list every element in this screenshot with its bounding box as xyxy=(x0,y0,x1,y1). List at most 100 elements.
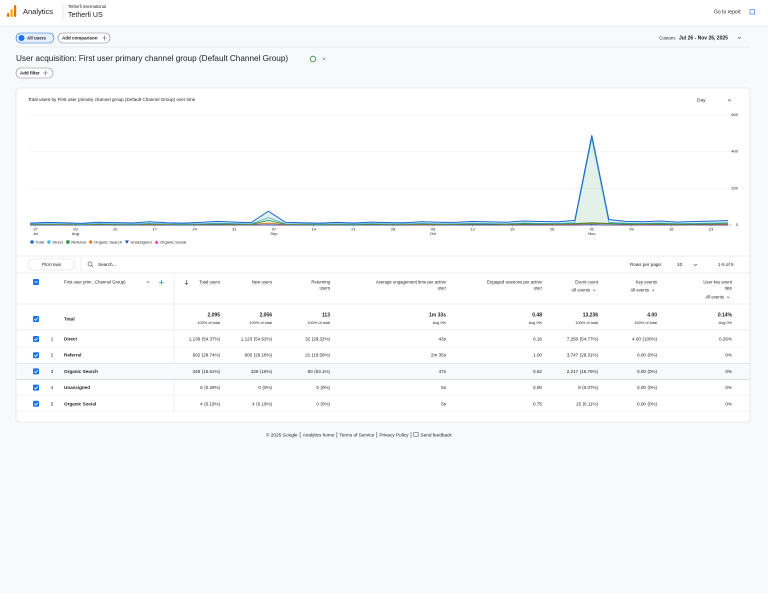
cell-share: (28.31%) xyxy=(580,353,599,358)
column-header[interactable]: User key event xyxy=(703,279,732,284)
cell-value: 2,217 xyxy=(567,369,579,374)
search-input[interactable]: Search... xyxy=(98,262,116,267)
column-header[interactable]: New users xyxy=(252,279,272,284)
checkbox-mark xyxy=(34,337,39,342)
caret xyxy=(727,99,732,102)
row-name[interactable]: Direct xyxy=(64,337,77,342)
footer-link[interactable]: Terms of Service xyxy=(339,433,374,438)
checkbox[interactable] xyxy=(33,368,39,375)
cell-share: (16%) xyxy=(260,369,273,374)
x-tick-label: 07 xyxy=(272,227,277,232)
cell-share: (100%) xyxy=(642,336,657,341)
cell-share: (54.37%) xyxy=(202,336,221,341)
column-header[interactable]: rate xyxy=(725,285,733,290)
event-filter[interactable]: All events xyxy=(571,287,590,292)
cell-value: 0.62 xyxy=(533,369,542,374)
footer-link[interactable]: Analytics home xyxy=(303,433,335,438)
cell-value: 0% xyxy=(725,385,732,390)
event-filter[interactable]: All events xyxy=(705,294,724,299)
total-share: 100% of total xyxy=(249,320,272,325)
cell-value: 600 xyxy=(245,353,253,358)
total-share: 100% of total xyxy=(575,320,598,325)
cell-share: (16.61%) xyxy=(202,369,221,374)
date-range[interactable]: Jul 26 - Nov 26, 2025 xyxy=(679,36,728,42)
checkbox[interactable] xyxy=(33,400,39,407)
row-index: 1 xyxy=(51,337,54,342)
cell-share: (16.75%) xyxy=(580,369,599,374)
total-value: 113 xyxy=(322,313,330,319)
cell-value: 0.00 xyxy=(637,353,646,358)
checkbox[interactable] xyxy=(33,352,39,359)
total-value: 0.14% xyxy=(718,313,733,319)
go-to-report[interactable]: Go to report xyxy=(714,9,741,15)
cell-share: (0%) xyxy=(320,385,330,390)
cell-value: 602 xyxy=(193,353,201,358)
total-value: 2,056 xyxy=(259,313,272,319)
footer-link[interactable]: Privacy Policy xyxy=(379,433,409,438)
column-header[interactable]: user xyxy=(438,285,447,290)
cell-value: 0.00 xyxy=(637,401,646,406)
add-comparison-label: Add comparison xyxy=(62,35,98,40)
total-share: 100% of total xyxy=(197,320,220,325)
dropdown-button[interactable] xyxy=(320,55,328,63)
account-name: Tetherfi International xyxy=(68,4,106,9)
add-filter-button[interactable] xyxy=(15,67,54,79)
row-highlight xyxy=(16,363,750,380)
cell-value: 0 xyxy=(258,385,261,390)
checkbox[interactable] xyxy=(33,384,39,391)
cell-value: 5s xyxy=(441,385,447,390)
checkbox[interactable] xyxy=(33,316,39,322)
cell-share: (0.07%) xyxy=(582,385,598,390)
cell-value: 60 xyxy=(308,369,314,374)
cell-value: 7,250 xyxy=(567,337,579,342)
total-share: Avg 0% xyxy=(529,320,543,325)
column-header[interactable]: Returning xyxy=(311,279,330,284)
legend-label: Organic Social xyxy=(160,239,186,244)
column-header[interactable]: Total users xyxy=(199,279,220,284)
column-header[interactable]: users xyxy=(319,285,330,290)
cell-value: 6 xyxy=(200,385,203,390)
plot-rows-label: Plot rows xyxy=(42,262,62,267)
external-icon xyxy=(749,9,755,15)
row-name[interactable]: Organic Social xyxy=(64,401,96,406)
column-header[interactable]: user xyxy=(534,285,543,290)
column-header[interactable]: Average engagement time per active xyxy=(376,279,447,284)
cell-value: 3,747 xyxy=(567,353,579,358)
cell-value: 0.75 xyxy=(533,401,542,406)
legend-marker xyxy=(47,240,51,244)
segment-chip[interactable] xyxy=(15,32,55,44)
plot-rows-button[interactable] xyxy=(27,258,76,271)
segment-label: All users xyxy=(27,35,47,40)
cell-value: 0% xyxy=(725,401,732,406)
cell-value: 0% xyxy=(725,353,732,358)
column-header[interactable]: Key events xyxy=(636,279,657,284)
cell-share: (0%) xyxy=(647,401,657,406)
event-filter[interactable]: All events xyxy=(630,287,649,292)
x-tick-label: 31 xyxy=(232,227,237,232)
legend-marker xyxy=(124,240,129,244)
granularity-select[interactable] xyxy=(690,94,740,106)
date-label: Custom: xyxy=(659,35,676,40)
row-name[interactable]: Referral xyxy=(64,353,81,358)
cell-share: (0.29%) xyxy=(204,385,220,390)
x-tick-month: Nov xyxy=(588,231,595,236)
column-header[interactable]: Engaged sessions per active xyxy=(487,279,543,284)
total-value: 0.48 xyxy=(532,313,542,319)
cell-value: 21 xyxy=(305,353,311,358)
rows-per-page-label: Rows per page: xyxy=(630,262,662,267)
checkbox[interactable] xyxy=(33,336,39,342)
cell-value: 4 xyxy=(200,401,203,406)
total-share: 100% of total xyxy=(634,320,657,325)
x-tick-month: Jul xyxy=(33,231,38,236)
row-name[interactable]: Unassigned xyxy=(64,385,90,390)
rows-per-page-value[interactable]: 10 xyxy=(677,262,683,268)
add-comparison-button[interactable] xyxy=(57,32,111,44)
legend-label: Organic Search xyxy=(94,239,122,244)
cell-value: 0.16 xyxy=(533,337,542,342)
footer-link[interactable]: Send feedback xyxy=(421,433,453,438)
cell-value: 348 xyxy=(193,369,201,374)
column-header[interactable]: Event count xyxy=(575,279,598,284)
search-icon xyxy=(91,265,94,268)
row-name[interactable]: Organic Search xyxy=(64,369,98,374)
cell-value: 1.00 xyxy=(533,353,542,358)
